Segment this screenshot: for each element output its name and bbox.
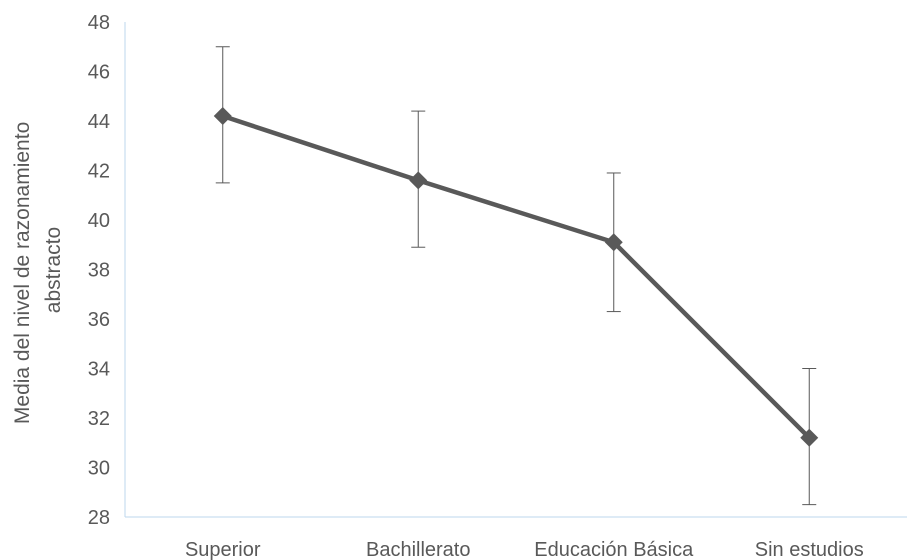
y-tick-label: 44 xyxy=(88,111,110,133)
data-point-marker xyxy=(213,107,232,126)
y-axis-title-line-1: Media del nivel de razonamiento xyxy=(11,122,34,424)
x-tick-label: Superior xyxy=(185,539,261,560)
y-tick-label: 42 xyxy=(88,161,110,183)
y-tick-label: 30 xyxy=(88,458,110,480)
y-tick-label: 46 xyxy=(88,62,110,84)
y-tick-label: 34 xyxy=(88,359,110,381)
data-series xyxy=(213,107,819,447)
y-tick-label: 28 xyxy=(88,507,110,529)
series-line xyxy=(222,113,811,440)
x-tick-label: Bachillerato xyxy=(366,539,471,560)
y-axis-title: Media del nivel de razonamiento abstract… xyxy=(11,116,65,424)
data-point-marker xyxy=(604,233,623,252)
x-tick-label: Educación Básica xyxy=(534,539,694,560)
data-point-marker xyxy=(800,428,819,447)
y-tick-label: 38 xyxy=(88,260,110,282)
y-tick-label: 40 xyxy=(88,210,110,232)
y-tick-label: 32 xyxy=(88,408,110,430)
y-tick-label: 36 xyxy=(88,309,110,331)
x-tick-labels: Superior Bachillerato Educación Básica Sin … xyxy=(185,539,864,560)
data-point-marker xyxy=(409,171,428,190)
error-bars xyxy=(215,46,817,506)
y-axis-title-line-2: abstracto xyxy=(42,227,65,313)
x-tick-label: Sin estudios xyxy=(755,539,864,560)
y-tick-labels: 28 30 32 34 36 38 40 42 44 46 48 xyxy=(88,12,110,529)
y-tick-label: 48 xyxy=(88,12,110,34)
